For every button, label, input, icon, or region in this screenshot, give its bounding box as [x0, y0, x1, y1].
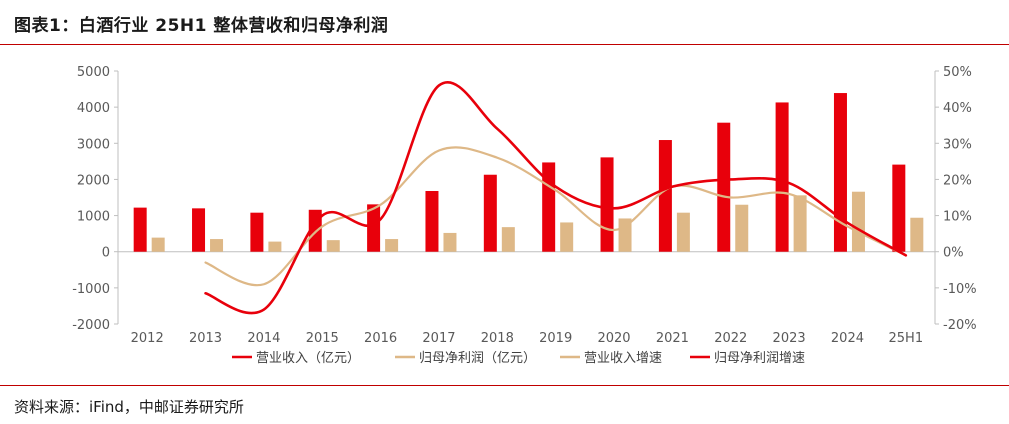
y-tick-label-right: 50%	[943, 65, 972, 80]
source-note: 资料来源：iFind，中邮证券研究所	[14, 398, 244, 416]
bar-revenue	[717, 122, 731, 252]
chart: 5000 4000 3000 2000 1000 0 -1000 -2000 50% 40% 30%…	[72, 65, 976, 366]
y-tick-label-right: -20%	[943, 318, 977, 333]
bar-net-profit	[268, 241, 282, 252]
bar-net-profit	[501, 227, 515, 252]
bar-revenue	[192, 208, 206, 252]
x-tick-label: 2014	[247, 331, 280, 346]
x-tick-label: 2017	[422, 331, 455, 346]
chart-axes: 5000 4000 3000 2000 1000 0 -1000 -2000 50% 40% 30%…	[72, 65, 976, 346]
y-tick-label-left: 0	[102, 246, 110, 261]
x-tick-label: 2021	[656, 331, 689, 346]
legend-label: 营业收入增速	[584, 351, 662, 366]
bar-net-profit	[793, 195, 807, 252]
y-tick-label-left: -1000	[72, 282, 110, 297]
bar-revenue	[425, 190, 439, 252]
y-tick-label-right: 10%	[943, 210, 972, 225]
figure-title: 图表1：白酒行业 25H1 整体营收和归母净利润	[14, 16, 389, 36]
y-tick-label-left: 3000	[77, 137, 110, 152]
x-tick-label: 2023	[773, 331, 806, 346]
y-tick-label-right: 40%	[943, 101, 972, 116]
x-tick-label: 2020	[597, 331, 630, 346]
y-tick-label-right: 30%	[943, 137, 972, 152]
bar-net-profit	[443, 232, 457, 252]
bar-revenue	[250, 212, 264, 252]
legend-label: 归母净利润（亿元）	[419, 351, 536, 366]
bar-revenue	[133, 207, 147, 252]
bar-net-profit	[910, 217, 924, 252]
legend-label: 营业收入（亿元）	[256, 351, 360, 366]
chart-legend: 营业收入（亿元） 归母净利润（亿元） 营业收入增速 归母净利润增速	[232, 351, 805, 366]
y-tick-label-left: 5000	[77, 65, 110, 80]
bar-net-profit	[326, 240, 340, 252]
line-revenue-growth	[204, 146, 907, 287]
chart-bars	[133, 93, 924, 252]
y-tick-label-right: 0%	[943, 246, 964, 261]
bar-net-profit	[851, 191, 865, 252]
y-tick-label-left: 1000	[77, 210, 110, 225]
bar-revenue	[367, 204, 381, 252]
x-tick-label: 2019	[539, 331, 572, 346]
bar-revenue	[658, 140, 672, 252]
bar-net-profit	[210, 239, 224, 252]
x-tick-label: 25H1	[889, 331, 924, 346]
y-tick-label-right: 20%	[943, 173, 972, 188]
y-tick-label-left: 2000	[77, 173, 110, 188]
bar-net-profit	[735, 204, 749, 252]
bar-revenue	[483, 174, 497, 252]
bar-revenue	[600, 157, 614, 252]
figure-title-bar: 图表1：白酒行业 25H1 整体营收和归母净利润	[0, 0, 1009, 45]
x-tick-label: 2018	[481, 331, 514, 346]
bar-revenue	[892, 164, 906, 252]
bar-revenue	[833, 93, 847, 252]
chart-lines	[204, 81, 908, 315]
x-tick-label: 2024	[831, 331, 864, 346]
x-tick-label: 2012	[131, 331, 164, 346]
y-tick-label-left: -2000	[72, 318, 110, 333]
source-bar: 资料来源：iFind，中邮证券研究所	[0, 385, 1009, 424]
bar-net-profit	[385, 239, 399, 252]
bar-net-profit	[560, 222, 574, 252]
bar-net-profit	[151, 237, 165, 252]
x-tick-label: 2013	[189, 331, 222, 346]
x-tick-label: 2015	[306, 331, 339, 346]
legend-label: 归母净利润增速	[714, 351, 805, 366]
line-net-profit-growth	[204, 81, 908, 315]
x-tick-label: 2016	[364, 331, 397, 346]
y-tick-label-right: -10%	[943, 282, 977, 297]
y-tick-label-left: 4000	[77, 101, 110, 116]
x-tick-label: 2022	[714, 331, 747, 346]
bar-net-profit	[676, 212, 690, 252]
bar-revenue	[775, 102, 789, 252]
